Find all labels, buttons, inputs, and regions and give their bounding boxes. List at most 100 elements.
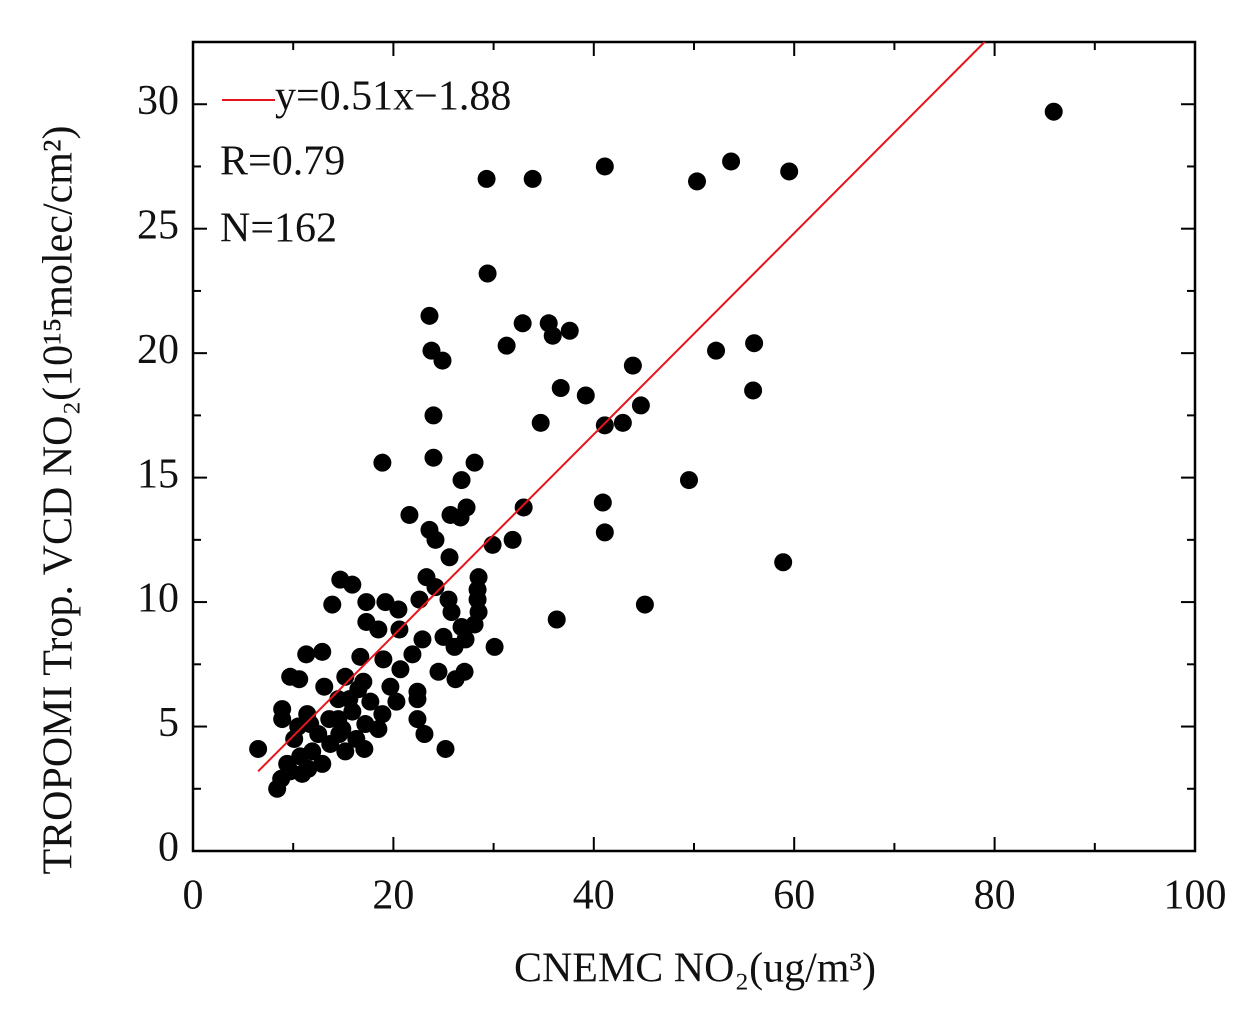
scatter-point bbox=[514, 498, 533, 517]
scatter-point bbox=[560, 321, 579, 340]
scatter-point bbox=[436, 739, 455, 758]
scatter-point bbox=[285, 729, 304, 748]
x-tick-label: 60 bbox=[773, 873, 815, 919]
scatter-point bbox=[373, 705, 392, 724]
scatter-point bbox=[595, 416, 614, 435]
scatter-point bbox=[780, 162, 799, 181]
x-tick-label: 20 bbox=[372, 873, 414, 919]
scatter-point bbox=[391, 660, 410, 679]
scatter-point bbox=[381, 677, 400, 696]
scatter-point bbox=[420, 306, 439, 325]
y-tick-label: 30 bbox=[137, 78, 179, 124]
scatter-point bbox=[503, 530, 522, 549]
scatter-point bbox=[623, 356, 642, 375]
scatter-point bbox=[452, 471, 471, 490]
scatter-point bbox=[336, 667, 355, 686]
scatter-point bbox=[465, 615, 484, 634]
scatter-point bbox=[374, 650, 393, 669]
scatter-point bbox=[774, 553, 793, 572]
scatter-point bbox=[336, 742, 355, 761]
scatter-point bbox=[477, 169, 496, 188]
y-tick-label: 0 bbox=[158, 825, 179, 871]
scatter-point bbox=[249, 739, 268, 758]
scatter-point bbox=[465, 453, 484, 472]
scatter-point bbox=[433, 351, 452, 370]
x-tick-label: 0 bbox=[183, 873, 204, 919]
scatter-point bbox=[679, 471, 698, 490]
scatter-point bbox=[297, 645, 316, 664]
scatter-point bbox=[497, 336, 516, 355]
scatter-point bbox=[357, 593, 376, 612]
scatter-point bbox=[445, 637, 464, 656]
scatter-point bbox=[635, 595, 654, 614]
scatter-point bbox=[595, 157, 614, 176]
annotation: R=0.79 bbox=[220, 139, 345, 185]
y-tick-label: 10 bbox=[137, 576, 179, 622]
scatter-point bbox=[387, 692, 406, 711]
scatter-point bbox=[340, 690, 359, 709]
scatter-point bbox=[1044, 102, 1063, 121]
scatter-point bbox=[595, 523, 614, 542]
x-tick-label: 100 bbox=[1164, 873, 1227, 919]
scatter-point bbox=[483, 535, 502, 554]
scatter-point bbox=[361, 692, 380, 711]
scatter-point bbox=[351, 647, 370, 666]
y-tick-label: 20 bbox=[137, 327, 179, 373]
scatter-point bbox=[408, 710, 427, 729]
scatter-point bbox=[369, 620, 388, 639]
scatter-point bbox=[426, 578, 445, 597]
y-axis-label: TROPOMI Trop. VCD NO₂(10¹⁵molec/cm²) bbox=[36, 125, 82, 874]
scatter-point bbox=[543, 326, 562, 345]
scatter-point bbox=[707, 341, 726, 360]
scatter-point bbox=[576, 386, 595, 405]
annotation: N=162 bbox=[220, 206, 337, 252]
scatter-point bbox=[273, 710, 292, 729]
scatter-point bbox=[415, 725, 434, 744]
scatter-point bbox=[301, 715, 320, 734]
scatter-point bbox=[408, 690, 427, 709]
scatter-point bbox=[513, 314, 532, 333]
scatter-point bbox=[446, 670, 465, 689]
x-tick-label: 40 bbox=[573, 873, 615, 919]
scatter-point bbox=[323, 595, 342, 614]
legend-label: y=0.51x−1.88 bbox=[275, 74, 511, 120]
scatter-point bbox=[451, 508, 470, 527]
scatter-point bbox=[389, 600, 408, 619]
scatter-point bbox=[531, 413, 550, 432]
scatter-point bbox=[688, 172, 707, 191]
scatter-point bbox=[442, 603, 461, 622]
scatter-point bbox=[330, 725, 349, 744]
scatter-point bbox=[424, 406, 443, 425]
scatter-point bbox=[268, 779, 287, 798]
scatter-point bbox=[722, 152, 741, 171]
y-tick-label: 15 bbox=[137, 451, 179, 497]
scatter-point bbox=[410, 590, 429, 609]
scatter-point bbox=[744, 381, 763, 400]
scatter-point bbox=[369, 720, 388, 739]
scatter-point bbox=[313, 642, 332, 661]
scatter-point bbox=[745, 334, 764, 353]
scatter-point bbox=[329, 710, 348, 729]
scatter-point bbox=[313, 754, 332, 773]
scatter-point bbox=[343, 575, 362, 594]
scatter-point bbox=[413, 630, 432, 649]
scatter-point bbox=[547, 610, 566, 629]
y-tick-label: 5 bbox=[158, 700, 179, 746]
scatter-point bbox=[315, 677, 334, 696]
scatter-point bbox=[403, 645, 422, 664]
scatter-point bbox=[613, 413, 632, 432]
scatter-point bbox=[478, 264, 497, 283]
fit-line bbox=[257, 41, 986, 773]
scatter-point bbox=[426, 530, 445, 549]
scatter-point bbox=[373, 453, 392, 472]
scatter-point bbox=[355, 739, 374, 758]
scatter-point bbox=[593, 493, 612, 512]
scatter-point bbox=[631, 396, 650, 415]
scatter-point bbox=[485, 637, 504, 656]
scatter-point bbox=[400, 505, 419, 524]
scatter-point bbox=[551, 379, 570, 398]
y-tick-label: 25 bbox=[137, 202, 179, 248]
scatter-point bbox=[424, 448, 443, 467]
scatter-point bbox=[429, 662, 448, 681]
